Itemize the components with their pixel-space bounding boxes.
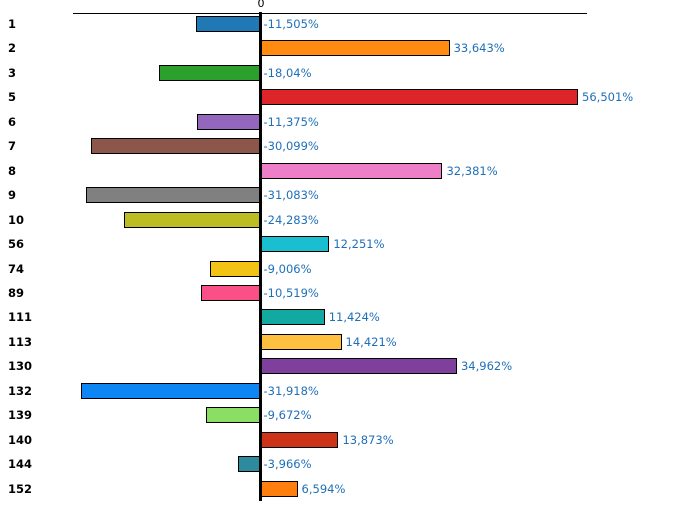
category-label: 130 [8, 359, 33, 374]
category-label: 8 [8, 163, 17, 178]
zero-baseline [259, 12, 262, 501]
category-label: 144 [8, 457, 33, 472]
bar-row: 113 14,421% [0, 330, 700, 355]
value-label: 56,501% [582, 90, 634, 105]
category-label: 111 [8, 310, 33, 325]
bar [260, 40, 450, 57]
bar [260, 431, 339, 448]
bar-row: 8 32,381% [0, 159, 700, 184]
bar [238, 456, 261, 473]
bar-row: 74 -9,006% [0, 257, 700, 282]
value-label: 6,594% [301, 481, 346, 496]
value-label: 13,873% [342, 432, 394, 447]
category-label: 1 [8, 17, 17, 31]
value-label: -9,672% [263, 408, 312, 423]
bar [91, 138, 261, 155]
bar [124, 211, 261, 228]
bar [81, 382, 261, 399]
bar-row: 130 34,962% [0, 354, 700, 379]
category-label: 89 [8, 285, 25, 300]
bar-row: 56 12,251% [0, 232, 700, 257]
bar [260, 333, 342, 350]
value-label: -18,04% [263, 65, 312, 80]
bar [260, 358, 457, 375]
bar-row: 144 -3,966% [0, 452, 700, 477]
bar [196, 113, 261, 130]
bar [195, 16, 261, 32]
category-label: 9 [8, 188, 17, 203]
bar [85, 187, 261, 204]
bar [260, 309, 325, 326]
bar-row: 6 -11,375% [0, 110, 700, 135]
bar-row: 5 56,501% [0, 85, 700, 110]
bar [206, 407, 261, 424]
value-label: -9,006% [263, 261, 312, 276]
category-label: 152 [8, 481, 33, 496]
bar-row: 9 -31,083% [0, 183, 700, 208]
bar-row: 1 -11,505% [0, 12, 700, 37]
value-label: -31,918% [263, 383, 319, 398]
bar [201, 284, 261, 301]
bar [209, 260, 261, 277]
category-label: 139 [8, 408, 33, 423]
category-label: 3 [8, 65, 17, 80]
category-label: 2 [8, 41, 17, 56]
value-label: -11,505% [263, 17, 319, 31]
value-label: -24,283% [263, 212, 319, 227]
value-label: -11,375% [263, 114, 319, 129]
category-label: 6 [8, 114, 17, 129]
value-label: 32,381% [446, 163, 498, 178]
value-label: 33,643% [453, 41, 505, 56]
zero-axis-tick-label: 0 [257, 0, 265, 10]
top-axis-line [73, 13, 587, 14]
category-label: 5 [8, 90, 17, 105]
bar-row: 152 6,594% [0, 477, 700, 502]
bar-row: 7 -30,099% [0, 134, 700, 159]
value-label: -3,966% [263, 457, 312, 472]
value-label: 12,251% [333, 237, 385, 252]
bar-row: 139 -9,672% [0, 403, 700, 428]
bar-row: 140 13,873% [0, 428, 700, 453]
value-label: -31,083% [263, 188, 319, 203]
bar [260, 236, 330, 253]
bar-row: 132 -31,918% [0, 379, 700, 404]
category-label: 140 [8, 432, 33, 447]
value-label: -30,099% [263, 139, 319, 154]
category-label: 74 [8, 261, 25, 276]
bar-row: 10 -24,283% [0, 208, 700, 233]
value-label: 34,962% [460, 359, 513, 374]
category-label: 7 [8, 139, 17, 154]
bar-row: 2 33,643% [0, 36, 700, 61]
bar [159, 64, 261, 81]
bar-row: 111 11,424% [0, 305, 700, 330]
bar-row: 3 -18,04% [0, 61, 700, 86]
value-label: -10,519% [263, 285, 319, 300]
category-label: 132 [8, 383, 33, 398]
bar-row: 89 -10,519% [0, 281, 700, 306]
category-label: 113 [8, 334, 33, 349]
bar [260, 162, 443, 179]
value-label: 11,424% [328, 310, 380, 325]
bar [260, 89, 579, 106]
category-label: 10 [8, 212, 25, 227]
value-label: 14,421% [345, 334, 397, 349]
category-label: 56 [8, 237, 25, 252]
bar [260, 480, 298, 497]
